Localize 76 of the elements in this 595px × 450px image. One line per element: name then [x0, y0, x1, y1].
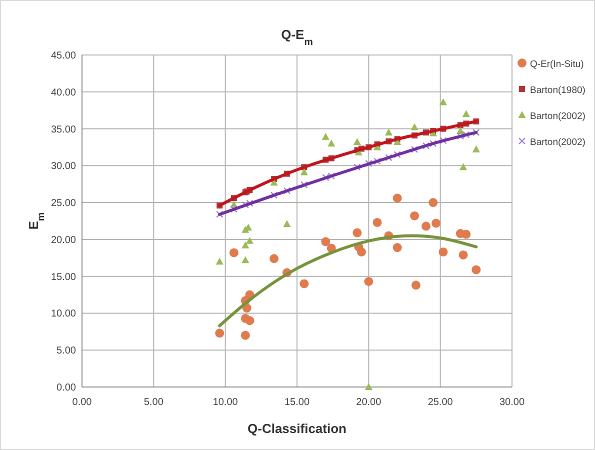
point	[300, 168, 308, 176]
legend-label: Barton(1980)	[530, 85, 586, 96]
point	[364, 277, 374, 286]
point	[321, 237, 330, 246]
y-tick-label: 15.00	[50, 272, 76, 283]
x-tick-label: 25.00	[428, 397, 454, 408]
point	[364, 383, 372, 390]
line-series	[218, 120, 478, 208]
point	[283, 220, 291, 227]
point	[438, 247, 448, 256]
point	[392, 194, 402, 203]
point	[458, 250, 468, 260]
point	[385, 154, 392, 162]
line-series	[218, 130, 478, 216]
point	[242, 241, 250, 248]
point	[384, 128, 393, 136]
point	[394, 151, 401, 158]
point	[216, 210, 224, 218]
y-tick-label: 20.00	[50, 234, 76, 246]
point	[270, 254, 279, 264]
point	[410, 123, 418, 130]
legend-label: Barton(2002)	[530, 137, 586, 148]
point	[440, 136, 447, 144]
y-tick-label: 25.00	[50, 198, 76, 210]
chart-title: Q-E$_{m}$	[281, 27, 314, 48]
y-tick-label: 45.00	[50, 50, 76, 62]
point	[374, 158, 381, 165]
point	[328, 140, 336, 147]
y-tick-label: 40.00	[50, 87, 76, 98]
point	[246, 236, 254, 244]
point	[352, 228, 362, 238]
line-series	[218, 234, 478, 328]
point	[410, 211, 420, 220]
point	[432, 218, 441, 228]
point	[462, 230, 471, 239]
point	[357, 247, 366, 256]
y-tick-label: 35.00	[50, 124, 76, 136]
x-tick-label: 15.00	[284, 397, 310, 408]
point	[216, 258, 224, 265]
x-tick-label: 30.00	[499, 397, 525, 408]
y-tick-label: 0.00	[56, 382, 76, 394]
point	[472, 128, 480, 136]
point	[411, 280, 420, 290]
point	[472, 265, 481, 274]
point	[472, 145, 480, 152]
point	[353, 138, 361, 146]
y-tick-label: 5.00	[56, 346, 76, 357]
point	[410, 146, 418, 154]
point	[459, 163, 468, 170]
point	[270, 192, 278, 199]
point	[372, 218, 382, 227]
legend-label: Barton(2002)	[530, 111, 586, 122]
legend-label: Q-Er(In-Situ)	[530, 59, 584, 70]
x-tick-label: 5.00	[144, 397, 164, 408]
point	[300, 279, 309, 288]
point	[422, 222, 430, 231]
point	[322, 132, 330, 140]
point	[283, 187, 291, 194]
point	[462, 110, 470, 118]
point	[245, 316, 254, 326]
point	[242, 256, 250, 264]
point	[428, 198, 438, 208]
point	[229, 248, 238, 258]
point	[354, 164, 361, 171]
x-tick-label: 20.00	[356, 397, 382, 408]
y-tick-label: 30.00	[50, 161, 76, 172]
x-tick-label: 0.00	[72, 397, 92, 408]
point	[439, 98, 447, 106]
y-tick-label: 10.00	[50, 308, 76, 320]
x-tick-label: 10.00	[212, 397, 238, 408]
point	[392, 243, 402, 252]
point	[230, 206, 238, 213]
point	[240, 330, 250, 340]
point	[300, 181, 308, 188]
x-axis-title: Q-Classification	[248, 421, 347, 436]
point	[215, 328, 224, 338]
